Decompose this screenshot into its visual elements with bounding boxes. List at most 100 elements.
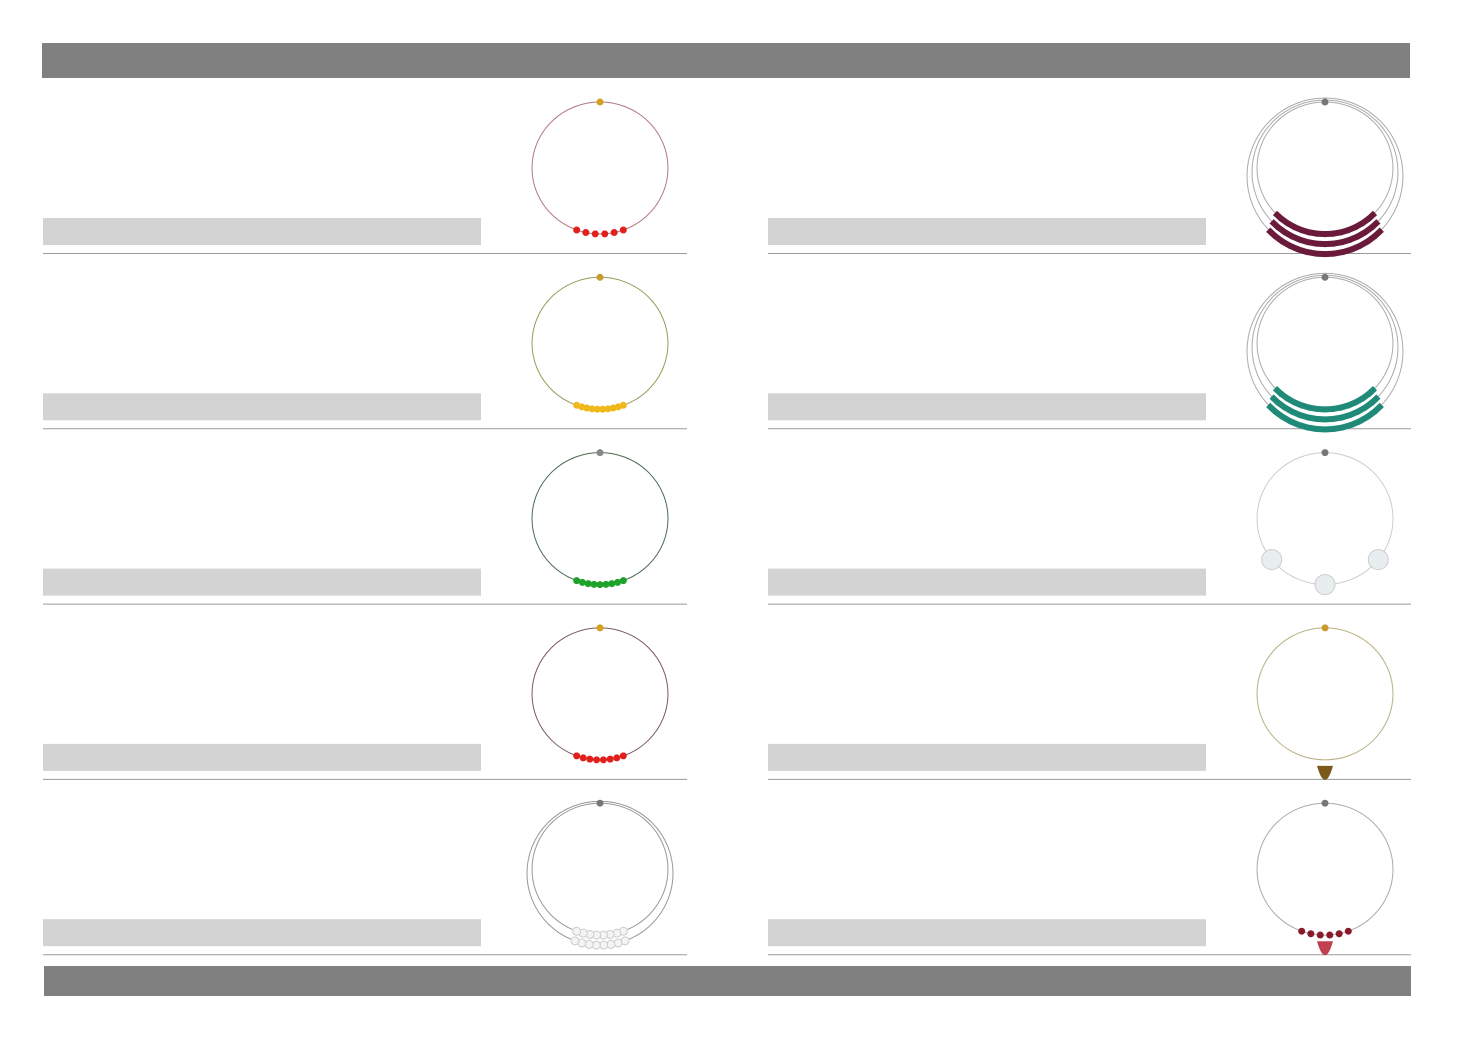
bead	[1315, 250, 1326, 258]
bead	[1340, 412, 1352, 421]
necklace-wire	[1256, 627, 1394, 761]
necklace-image	[531, 624, 669, 764]
bead	[1341, 246, 1353, 256]
clasp	[596, 624, 604, 632]
bead	[596, 581, 604, 589]
bead	[582, 229, 590, 237]
bead	[1314, 574, 1336, 596]
bead	[1307, 930, 1315, 938]
bead	[619, 577, 627, 585]
bead	[1297, 246, 1309, 256]
bead	[573, 226, 581, 234]
bead	[1261, 549, 1283, 571]
bead	[1266, 227, 1278, 239]
bead	[1349, 418, 1362, 428]
bead	[570, 936, 580, 946]
bead	[609, 404, 617, 412]
bead	[1288, 418, 1301, 428]
bead	[591, 230, 599, 238]
bead	[1269, 394, 1281, 406]
bead	[619, 752, 627, 760]
necklace-wire	[531, 627, 669, 761]
necklace-image	[1256, 624, 1394, 780]
label-bar	[768, 743, 1206, 771]
bead	[1269, 219, 1281, 231]
bead	[584, 580, 592, 588]
necklace-wire	[526, 800, 674, 946]
bead	[610, 229, 618, 237]
bead	[572, 926, 582, 936]
bead	[591, 940, 601, 950]
bead	[1297, 421, 1309, 431]
bead	[606, 939, 616, 949]
bead	[1367, 549, 1389, 571]
necklace-image	[531, 98, 669, 238]
bead	[1315, 425, 1326, 433]
label-bar	[43, 218, 481, 245]
label-bar	[43, 919, 481, 947]
clasp	[1321, 273, 1329, 281]
bead	[1324, 425, 1335, 433]
bead	[1324, 240, 1335, 248]
bead	[1306, 414, 1318, 423]
bead	[1306, 249, 1318, 257]
necklace-image	[1256, 799, 1394, 956]
bead	[1332, 239, 1344, 247]
bead	[601, 230, 609, 238]
necklace-image	[526, 799, 674, 950]
bead	[1298, 927, 1306, 935]
bead	[1280, 238, 1293, 249]
necklace-image	[531, 273, 669, 413]
bead	[1331, 229, 1343, 237]
bead	[1324, 250, 1335, 258]
bead	[586, 755, 594, 763]
necklace-image	[1246, 272, 1404, 433]
bead	[608, 580, 616, 588]
bead	[599, 756, 607, 764]
bead	[584, 939, 594, 949]
bead	[1332, 424, 1344, 432]
necklace-wire	[531, 452, 669, 586]
label-bar	[768, 218, 1206, 245]
bead	[1357, 238, 1370, 249]
clasp	[596, 273, 604, 281]
bead	[593, 405, 601, 413]
bead	[1315, 415, 1326, 423]
necklace-image	[531, 449, 669, 589]
necklace-wire	[531, 276, 669, 410]
bead	[1326, 931, 1334, 939]
bead	[1266, 402, 1278, 414]
bead	[599, 405, 607, 413]
necklace-wire	[531, 802, 669, 936]
necklace-image	[1256, 449, 1394, 596]
bead	[1324, 415, 1335, 423]
necklace-image	[1246, 97, 1404, 258]
bead	[1341, 421, 1353, 431]
necklace-wire	[1256, 802, 1394, 936]
bead	[602, 580, 610, 588]
label-bar	[43, 393, 481, 421]
bead	[1332, 249, 1344, 257]
bead	[1306, 424, 1318, 432]
bead	[1315, 240, 1326, 248]
bead	[613, 938, 623, 948]
clasp	[596, 98, 604, 106]
bead	[1316, 931, 1324, 939]
bead	[1344, 927, 1352, 935]
bead	[606, 755, 614, 763]
bead	[1357, 413, 1370, 425]
label-bar	[768, 568, 1206, 596]
bead	[1323, 405, 1335, 413]
clasp	[596, 799, 604, 807]
bead	[1280, 413, 1293, 425]
clasp	[1321, 624, 1329, 632]
bead	[1288, 243, 1301, 253]
bead	[590, 580, 598, 588]
bead	[1372, 227, 1384, 239]
header-bar	[42, 43, 1410, 78]
label-bar	[768, 919, 1206, 947]
label-bar	[43, 743, 481, 771]
bead	[1372, 402, 1384, 414]
